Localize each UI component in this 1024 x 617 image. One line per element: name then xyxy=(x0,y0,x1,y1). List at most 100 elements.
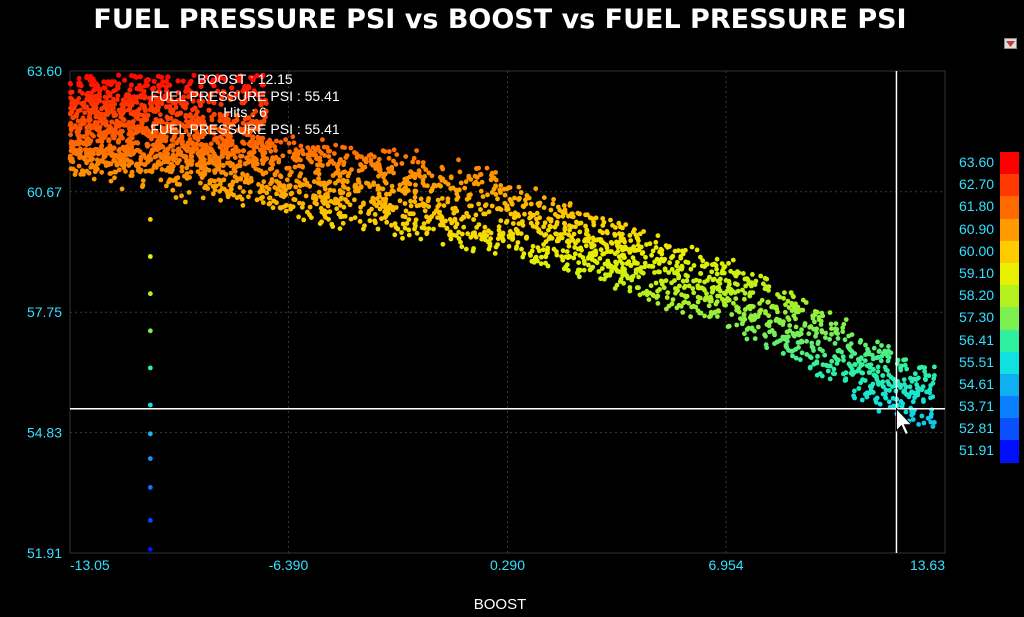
data-point xyxy=(170,152,176,158)
data-point xyxy=(534,210,540,216)
data-point xyxy=(722,302,727,308)
data-point xyxy=(93,125,99,131)
data-point xyxy=(252,160,258,166)
data-point xyxy=(554,219,560,225)
data-point xyxy=(445,196,451,202)
data-point xyxy=(695,294,701,300)
data-point xyxy=(173,105,179,110)
data-point xyxy=(830,371,836,376)
data-point xyxy=(686,300,691,306)
chart-menu-icon[interactable] xyxy=(1004,38,1017,49)
color-scale-label: 59.10 xyxy=(959,264,995,281)
data-point xyxy=(320,137,325,143)
data-point xyxy=(883,351,889,357)
data-point xyxy=(616,220,622,226)
data-point xyxy=(233,144,239,150)
data-point xyxy=(659,247,665,253)
data-point xyxy=(403,208,409,214)
data-point xyxy=(498,207,504,213)
data-point xyxy=(878,358,884,364)
data-point xyxy=(648,283,654,289)
data-point xyxy=(202,169,208,175)
data-point xyxy=(372,162,378,168)
data-point xyxy=(311,179,317,185)
data-point xyxy=(775,292,780,297)
data-point xyxy=(883,391,888,397)
data-point xyxy=(456,187,462,193)
data-point xyxy=(482,211,488,217)
data-point xyxy=(283,208,289,214)
data-point xyxy=(554,238,560,244)
data-point xyxy=(278,139,284,145)
data-point xyxy=(270,205,276,211)
data-point xyxy=(200,98,206,104)
data-point xyxy=(155,139,160,144)
data-point xyxy=(909,412,915,418)
data-point xyxy=(188,150,194,156)
data-point xyxy=(89,132,95,137)
data-point xyxy=(144,141,150,147)
data-point xyxy=(620,265,626,271)
data-point xyxy=(92,94,98,100)
data-point xyxy=(126,139,133,146)
data-point xyxy=(291,140,297,146)
color-scale-swatch xyxy=(1000,329,1019,352)
data-point xyxy=(726,260,731,266)
data-point xyxy=(78,139,84,144)
data-point xyxy=(357,219,363,224)
data-point xyxy=(919,387,925,393)
data-point xyxy=(180,103,186,109)
data-point xyxy=(315,162,320,168)
data-point xyxy=(608,217,613,223)
data-point xyxy=(69,109,75,115)
data-point xyxy=(367,184,373,190)
data-point xyxy=(709,269,715,275)
data-point xyxy=(558,232,564,237)
data-point xyxy=(393,225,399,230)
data-point xyxy=(922,369,927,374)
data-point xyxy=(225,117,231,123)
data-point xyxy=(207,130,213,135)
data-point xyxy=(573,240,578,246)
data-point xyxy=(669,255,674,261)
data-point xyxy=(261,179,267,185)
data-point xyxy=(715,314,720,319)
data-point xyxy=(198,171,204,177)
data-point xyxy=(223,149,229,155)
data-point xyxy=(534,216,539,222)
data-point xyxy=(187,136,193,142)
data-point xyxy=(856,359,862,365)
data-point xyxy=(263,170,269,176)
data-point xyxy=(337,188,343,193)
data-point xyxy=(184,84,190,90)
data-point xyxy=(274,191,279,197)
data-point xyxy=(244,90,250,96)
data-point xyxy=(129,73,135,79)
data-point xyxy=(484,165,490,171)
data-point xyxy=(507,185,513,191)
data-point xyxy=(903,384,909,390)
data-point xyxy=(456,229,462,235)
data-point xyxy=(298,157,303,163)
data-point xyxy=(402,225,408,231)
data-point xyxy=(712,309,718,315)
data-point xyxy=(932,373,937,378)
data-point xyxy=(165,116,171,122)
data-point xyxy=(124,157,130,163)
data-point xyxy=(95,138,101,144)
data-point xyxy=(327,179,333,185)
data-point xyxy=(300,151,306,157)
data-point xyxy=(627,288,633,294)
data-point xyxy=(672,270,677,276)
data-point xyxy=(609,265,614,271)
data-point xyxy=(695,283,701,289)
data-point xyxy=(157,145,163,151)
data-point xyxy=(140,129,146,135)
data-point xyxy=(740,271,746,276)
data-point xyxy=(758,273,764,279)
data-point xyxy=(260,72,266,78)
data-point xyxy=(200,127,206,133)
data-point xyxy=(88,157,94,163)
data-point xyxy=(751,317,757,322)
